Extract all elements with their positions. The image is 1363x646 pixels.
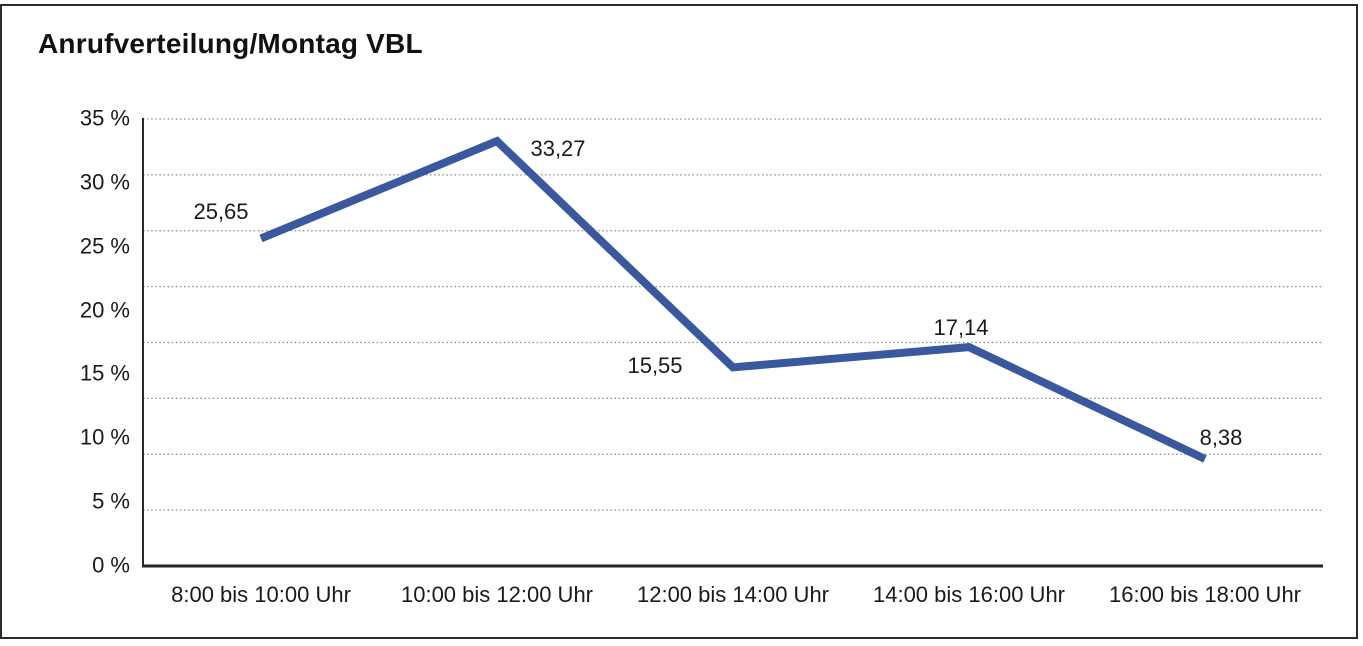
x-axis-category-label: 10:00 bis 12:00 Uhr <box>400 582 594 607</box>
y-axis-tick-label: 35 % <box>79 105 130 131</box>
data-point-label: 8,38 <box>1199 424 1243 450</box>
x-axis-category-label: 16:00 bis 18:00 Uhr <box>1108 582 1302 607</box>
y-axis-tick-label: 10 % <box>79 424 130 450</box>
y-axis-tick-label: 20 % <box>79 297 130 323</box>
chart-title: Anrufverteilung/Montag VBL <box>38 28 423 59</box>
x-axis-category-label: 14:00 bis 16:00 Uhr <box>872 582 1066 607</box>
x-axis-category-label: 12:00 bis 14:00 Uhr <box>636 582 830 607</box>
data-point-label: 25,65 <box>193 199 249 225</box>
x-axis-category-label: 8:00 bis 10:00 Uhr <box>171 582 351 607</box>
y-axis-tick-label: 25 % <box>79 233 130 259</box>
outer-border-frame <box>0 4 1358 639</box>
data-point-label: 15,55 <box>627 353 683 379</box>
data-point-label: 17,14 <box>933 315 989 341</box>
data-line-series <box>259 136 1207 463</box>
data-point-label: 33,27 <box>530 136 586 162</box>
y-axis-tick-label: 15 % <box>79 360 130 386</box>
y-axis-tick-label: 0 % <box>92 552 130 578</box>
y-axis-tick-label: 30 % <box>79 169 130 195</box>
y-axis-tick-label: 5 % <box>92 488 130 514</box>
